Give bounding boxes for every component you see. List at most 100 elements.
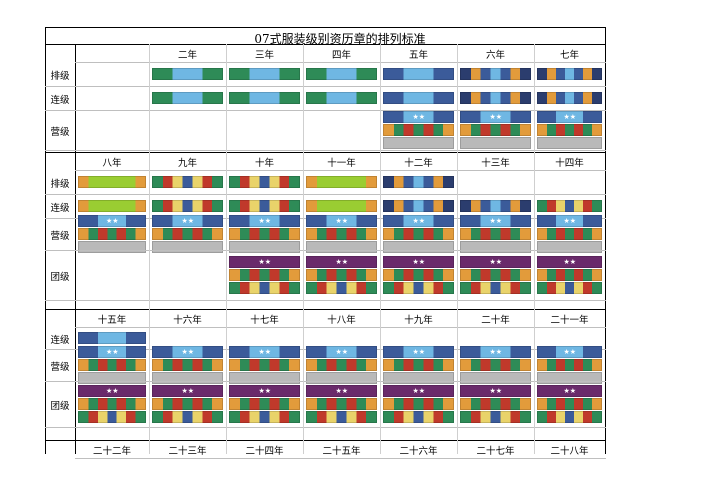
rank-label: 连级 <box>50 335 70 346</box>
ribbon-bar: ★★ <box>229 215 300 253</box>
star-icon: ★★ <box>412 258 426 266</box>
ribbon-bar <box>460 92 531 104</box>
ribbon-strip: ★★ <box>306 346 377 358</box>
row-line <box>45 110 606 111</box>
ribbon-strip: ★★ <box>229 215 300 227</box>
ribbon-strip <box>229 228 300 240</box>
year-header: 二十五年 <box>322 446 361 457</box>
ribbon-strip <box>306 68 377 80</box>
section-top-line <box>45 44 606 45</box>
col-line <box>149 152 150 309</box>
col-line <box>534 309 535 440</box>
star-icon: ★★ <box>563 217 577 225</box>
year-header: 十四年 <box>555 158 584 169</box>
star-icon: ★★ <box>106 217 119 225</box>
ribbon-strip: ★★ <box>152 215 223 227</box>
ribbon-strip: ★★ <box>383 256 454 268</box>
ribbon-bar: ★★ <box>229 256 300 294</box>
ribbon-strip: ★★ <box>460 111 531 123</box>
year-header: 二十年 <box>481 315 510 326</box>
ribbon-strip <box>460 228 531 240</box>
frame-top <box>45 27 606 28</box>
ribbon-bar: ★★ <box>229 346 300 384</box>
year-header: 十五年 <box>97 315 127 326</box>
col-line <box>303 44 304 152</box>
ribbon-strip <box>152 68 223 80</box>
year-header: 七年 <box>559 50 579 61</box>
ribbon-strip <box>383 282 454 294</box>
ribbon-bar: ★★ <box>383 215 454 253</box>
row-line <box>45 300 606 301</box>
ribbon-bar <box>152 92 223 104</box>
year-header: 十二年 <box>404 158 433 169</box>
ribbon-bar <box>229 68 300 80</box>
ribbon-strip <box>537 372 602 384</box>
year-header: 九年 <box>177 158 197 169</box>
ribbon-strip: ★★ <box>537 346 602 358</box>
ribbon-strip <box>152 398 223 410</box>
year-header: 十三年 <box>481 158 510 169</box>
rank-label: 连级 <box>50 95 70 106</box>
col-line <box>226 440 227 454</box>
ribbon-strip <box>152 200 223 212</box>
star-icon: ★★ <box>412 113 426 121</box>
ribbon-strip <box>78 200 146 212</box>
ribbon-bar <box>229 200 300 212</box>
ribbon-strip <box>306 176 377 188</box>
ribbon-strip <box>78 176 146 188</box>
row-line <box>45 381 606 382</box>
star-icon: ★★ <box>258 348 272 356</box>
rank-label: 排级 <box>50 179 70 190</box>
ribbon-bar: ★★ <box>537 385 602 423</box>
ribbon-bar: ★★ <box>537 111 602 149</box>
ribbon-strip <box>229 411 300 423</box>
label-col-line <box>75 44 76 454</box>
year-header: 二十一年 <box>550 315 589 326</box>
star-icon: ★★ <box>563 387 577 395</box>
ribbon-bar <box>537 68 602 80</box>
col-line <box>226 152 227 309</box>
ribbon-strip <box>383 398 454 410</box>
ribbon-strip <box>306 241 377 253</box>
year-header: 二十四年 <box>245 446 284 457</box>
year-row-line <box>75 458 606 459</box>
ribbon-strip <box>460 124 531 136</box>
ribbon-strip <box>152 372 223 384</box>
ribbon-strip <box>306 200 377 212</box>
star-icon: ★★ <box>412 387 426 395</box>
ribbon-strip: ★★ <box>229 256 300 268</box>
ribbon-strip: ★★ <box>383 215 454 227</box>
ribbon-strip <box>229 92 300 104</box>
ribbon-strip <box>152 241 223 253</box>
ribbon-strip <box>383 200 454 212</box>
ribbon-bar: ★★ <box>78 346 146 384</box>
star-icon: ★★ <box>335 258 349 266</box>
ribbon-bar: ★★ <box>152 385 223 423</box>
ribbon-strip <box>460 398 531 410</box>
star-icon: ★★ <box>258 217 272 225</box>
year-header: 二十七年 <box>476 446 515 457</box>
ribbon-strip: ★★ <box>78 385 146 397</box>
ribbon-strip <box>306 411 377 423</box>
ribbon-strip <box>383 228 454 240</box>
ribbon-strip <box>229 200 300 212</box>
ribbon-bar: ★★ <box>460 215 531 253</box>
ribbon-strip <box>383 137 454 149</box>
ribbon-strip <box>152 176 223 188</box>
ribbon-strip <box>460 372 531 384</box>
ribbon-strip <box>78 241 146 253</box>
ribbon-strip <box>306 269 377 281</box>
ribbon-bar <box>537 200 602 212</box>
col-line <box>226 309 227 440</box>
ribbon-strip <box>460 241 531 253</box>
ribbon-strip <box>306 372 377 384</box>
ribbon-strip: ★★ <box>537 385 602 397</box>
col-line <box>149 44 150 152</box>
col-line <box>303 309 304 440</box>
star-icon: ★★ <box>563 113 577 121</box>
ribbon-bar <box>152 200 223 212</box>
ribbon-bar: ★★ <box>460 385 531 423</box>
rank-label: 营级 <box>50 231 70 242</box>
ribbon-strip <box>229 372 300 384</box>
year-header: 四年 <box>331 50 351 61</box>
